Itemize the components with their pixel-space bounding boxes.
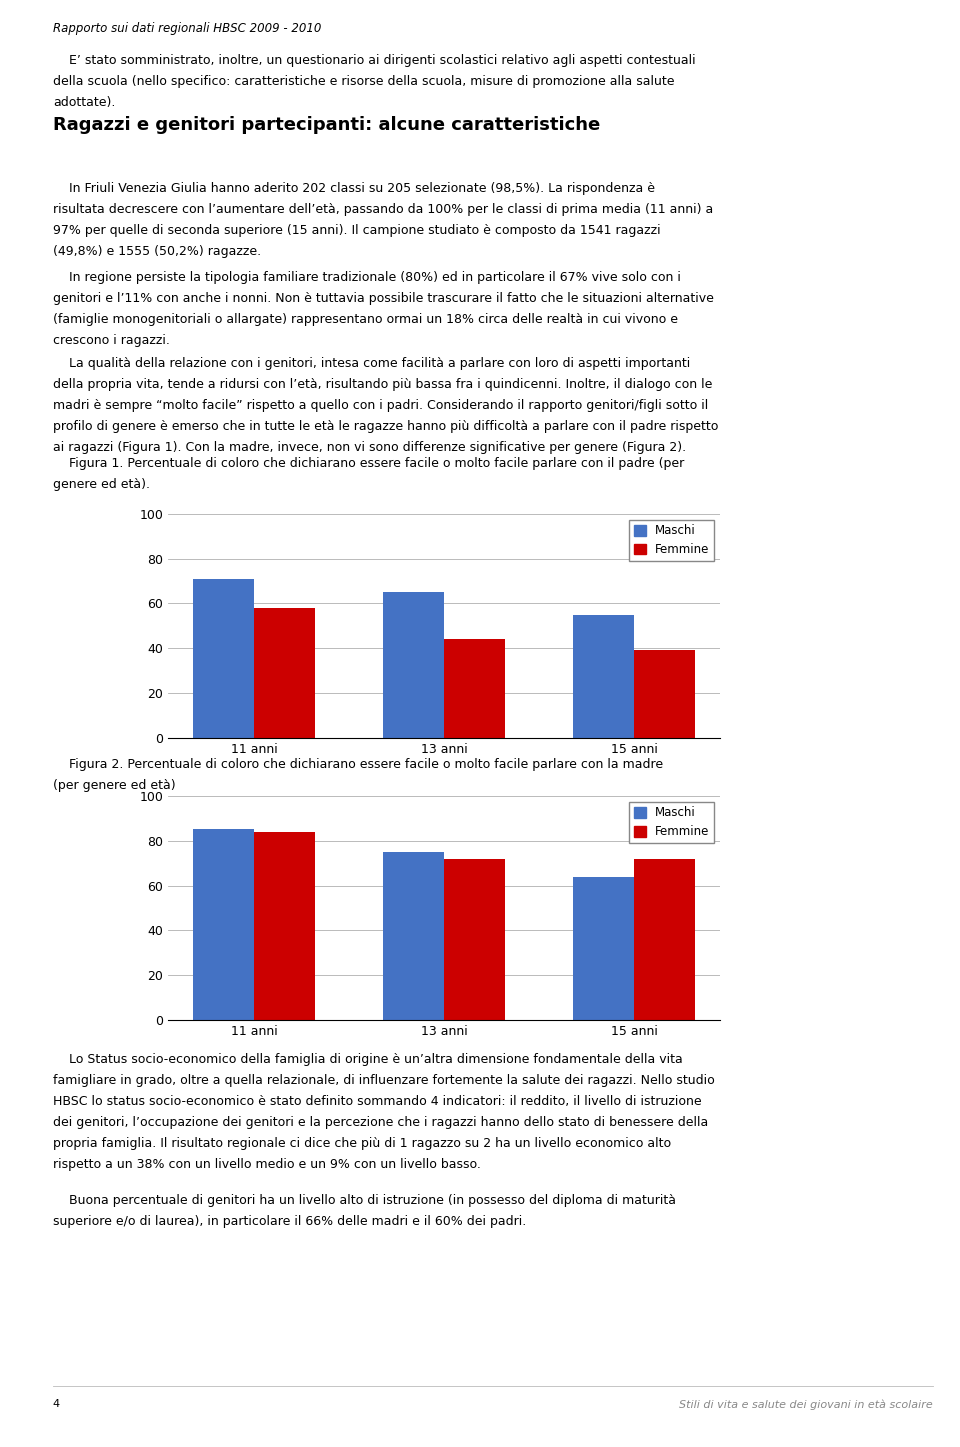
Bar — [253, 832, 315, 1020]
Text: E’ stato somministrato, inoltre, un questionario ai dirigenti scolastici relativ: E’ stato somministrato, inoltre, un ques… — [53, 55, 695, 67]
Text: propria famiglia. Il risultato regionale ci dice che più di 1 ragazzo su 2 ha un: propria famiglia. Il risultato regionale… — [53, 1137, 671, 1150]
Text: Figura 1. Percentuale di coloro che dichiarano essere facile o molto facile parl: Figura 1. Percentuale di coloro che dich… — [53, 457, 684, 470]
Text: Figura 2. Percentuale di coloro che dichiarano essere facile o molto facile parl: Figura 2. Percentuale di coloro che dich… — [53, 758, 663, 771]
Bar — [193, 579, 253, 738]
Text: madri è sempre “molto facile” rispetto a quello con i padri. Considerando il rap: madri è sempre “molto facile” rispetto a… — [53, 399, 708, 412]
Text: Rapporto sui dati regionali HBSC 2009 - 2010: Rapporto sui dati regionali HBSC 2009 - … — [53, 23, 322, 35]
Bar — [383, 852, 444, 1020]
Text: (famiglie monogenitoriali o allargate) rappresentano ormai un 18% circa delle re: (famiglie monogenitoriali o allargate) r… — [53, 314, 678, 326]
Text: crescono i ragazzi.: crescono i ragazzi. — [53, 334, 170, 347]
Text: La qualità della relazione con i genitori, intesa come facilità a parlare con lo: La qualità della relazione con i genitor… — [53, 357, 690, 370]
Text: 97% per quelle di seconda superiore (15 anni). Il campione studiato è composto d: 97% per quelle di seconda superiore (15 … — [53, 224, 660, 236]
Text: adottate).: adottate). — [53, 96, 115, 109]
Text: Stili di vita e salute dei giovani in età scolaire: Stili di vita e salute dei giovani in et… — [680, 1399, 933, 1409]
Bar — [383, 592, 444, 738]
Legend: Maschi, Femmine: Maschi, Femmine — [629, 802, 714, 844]
Bar — [573, 877, 635, 1020]
Bar — [635, 651, 695, 738]
Text: superiore e/o di laurea), in particolare il 66% delle madri e il 60% dei padri.: superiore e/o di laurea), in particolare… — [53, 1215, 526, 1227]
Text: genere ed età).: genere ed età). — [53, 478, 150, 491]
Text: Lo Status socio-economico della famiglia di origine è un’altra dimensione fondam: Lo Status socio-economico della famiglia… — [53, 1053, 683, 1066]
Text: In Friuli Venezia Giulia hanno aderito 202 classi su 205 selezionate (98,5%). La: In Friuli Venezia Giulia hanno aderito 2… — [53, 181, 655, 194]
Legend: Maschi, Femmine: Maschi, Femmine — [629, 519, 714, 561]
Text: della scuola (nello specifico: caratteristiche e risorse della scuola, misure di: della scuola (nello specifico: caratteri… — [53, 75, 674, 88]
Text: HBSC lo status socio-economico è stato definito sommando 4 indicatori: il reddit: HBSC lo status socio-economico è stato d… — [53, 1095, 702, 1108]
Text: profilo di genere è emerso che in tutte le età le ragazze hanno più difficoltà a: profilo di genere è emerso che in tutte … — [53, 420, 718, 433]
Text: genitori e l’11% con anche i nonni. Non è tuttavia possibile trascurare il fatto: genitori e l’11% con anche i nonni. Non … — [53, 292, 713, 305]
Text: Ragazzi e genitori partecipanti: alcune caratteristiche: Ragazzi e genitori partecipanti: alcune … — [53, 117, 600, 135]
Text: famigliare in grado, oltre a quella relazionale, di influenzare fortemente la sa: famigliare in grado, oltre a quella rela… — [53, 1074, 714, 1087]
Bar — [253, 608, 315, 738]
Text: (per genere ed età): (per genere ed età) — [53, 778, 176, 792]
Bar — [193, 829, 253, 1020]
Bar — [573, 615, 635, 738]
Text: rispetto a un 38% con un livello medio e un 9% con un livello basso.: rispetto a un 38% con un livello medio e… — [53, 1158, 481, 1171]
Bar — [635, 858, 695, 1020]
Bar — [444, 640, 505, 738]
Text: In regione persiste la tipologia familiare tradizionale (80%) ed in particolare : In regione persiste la tipologia familia… — [53, 272, 681, 284]
Text: della propria vita, tende a ridursi con l’età, risultando più bassa fra i quindi: della propria vita, tende a ridursi con … — [53, 378, 712, 391]
Text: ai ragazzi (Figura 1). Con la madre, invece, non vi sono differenze significativ: ai ragazzi (Figura 1). Con la madre, inv… — [53, 441, 686, 454]
Text: (49,8%) e 1555 (50,2%) ragazze.: (49,8%) e 1555 (50,2%) ragazze. — [53, 245, 261, 258]
Text: dei genitori, l’occupazione dei genitori e la percezione che i ragazzi hanno del: dei genitori, l’occupazione dei genitori… — [53, 1117, 708, 1129]
Text: risultata decrescere con l’aumentare dell’età, passando da 100% per le classi di: risultata decrescere con l’aumentare del… — [53, 203, 713, 216]
Text: 4: 4 — [53, 1399, 60, 1409]
Text: Buona percentuale di genitori ha un livello alto di istruzione (in possesso del : Buona percentuale di genitori ha un live… — [53, 1194, 676, 1207]
Bar — [444, 858, 505, 1020]
